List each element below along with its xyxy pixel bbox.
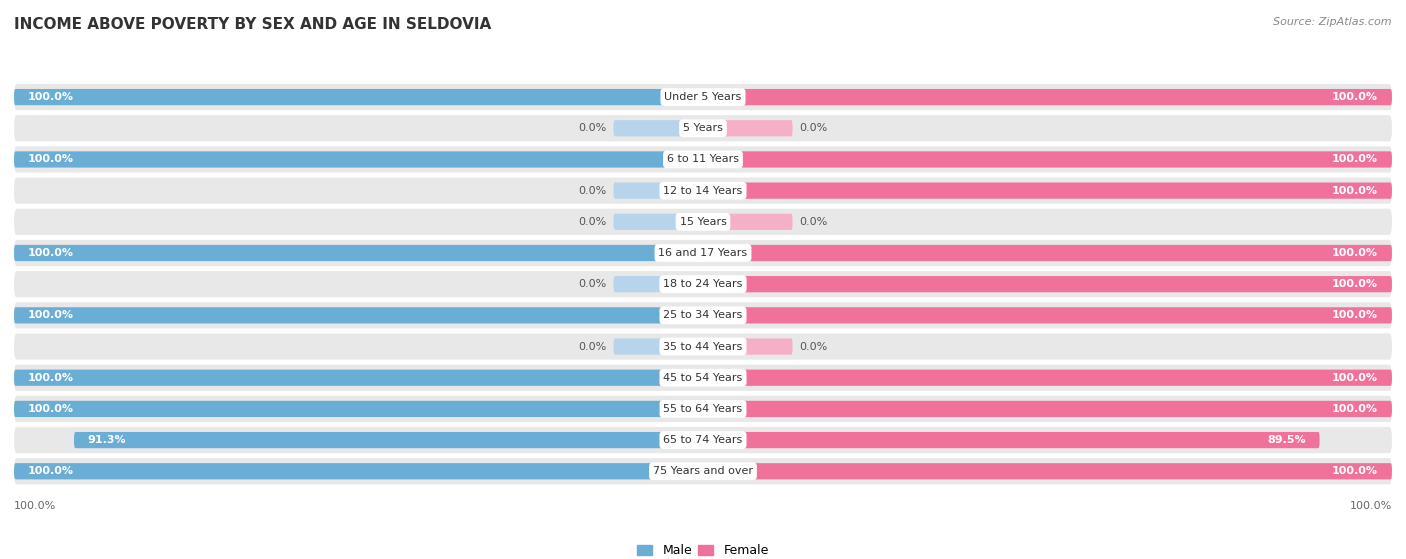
Text: 15 Years: 15 Years (679, 217, 727, 227)
FancyBboxPatch shape (613, 182, 703, 199)
FancyBboxPatch shape (14, 151, 703, 168)
Text: 100.0%: 100.0% (28, 373, 75, 383)
Text: 0.0%: 0.0% (800, 342, 828, 352)
Text: 100.0%: 100.0% (1331, 154, 1378, 164)
FancyBboxPatch shape (613, 338, 703, 354)
Text: 100.0%: 100.0% (1331, 373, 1378, 383)
FancyBboxPatch shape (703, 182, 1392, 199)
Text: 91.3%: 91.3% (87, 435, 127, 445)
Text: 45 to 54 Years: 45 to 54 Years (664, 373, 742, 383)
Text: 0.0%: 0.0% (578, 124, 606, 133)
Text: 100.0%: 100.0% (28, 466, 75, 476)
Text: INCOME ABOVE POVERTY BY SEX AND AGE IN SELDOVIA: INCOME ABOVE POVERTY BY SEX AND AGE IN S… (14, 17, 491, 32)
FancyBboxPatch shape (14, 89, 703, 105)
FancyBboxPatch shape (703, 89, 1392, 105)
Text: 100.0%: 100.0% (28, 248, 75, 258)
FancyBboxPatch shape (703, 151, 1392, 168)
FancyBboxPatch shape (14, 245, 703, 261)
Text: 100.0%: 100.0% (1331, 310, 1378, 320)
FancyBboxPatch shape (703, 120, 793, 136)
FancyBboxPatch shape (613, 276, 703, 292)
Text: 100.0%: 100.0% (14, 500, 56, 510)
Text: 6 to 11 Years: 6 to 11 Years (666, 154, 740, 164)
Text: 100.0%: 100.0% (1350, 500, 1392, 510)
Text: 0.0%: 0.0% (578, 186, 606, 196)
FancyBboxPatch shape (14, 178, 1392, 203)
FancyBboxPatch shape (14, 115, 1392, 141)
Text: 55 to 64 Years: 55 to 64 Years (664, 404, 742, 414)
FancyBboxPatch shape (14, 271, 1392, 297)
Text: 100.0%: 100.0% (28, 92, 75, 102)
FancyBboxPatch shape (703, 245, 1392, 261)
FancyBboxPatch shape (14, 401, 703, 417)
FancyBboxPatch shape (14, 364, 1392, 391)
Text: 0.0%: 0.0% (578, 342, 606, 352)
FancyBboxPatch shape (703, 338, 793, 354)
FancyBboxPatch shape (14, 396, 1392, 422)
FancyBboxPatch shape (14, 302, 1392, 329)
FancyBboxPatch shape (14, 146, 1392, 173)
FancyBboxPatch shape (14, 240, 1392, 266)
Text: 35 to 44 Years: 35 to 44 Years (664, 342, 742, 352)
Text: 0.0%: 0.0% (578, 217, 606, 227)
Text: 0.0%: 0.0% (578, 279, 606, 289)
FancyBboxPatch shape (75, 432, 703, 448)
FancyBboxPatch shape (613, 120, 703, 136)
FancyBboxPatch shape (703, 432, 1320, 448)
Text: 25 to 34 Years: 25 to 34 Years (664, 310, 742, 320)
FancyBboxPatch shape (14, 307, 703, 324)
Text: 0.0%: 0.0% (800, 124, 828, 133)
FancyBboxPatch shape (14, 84, 1392, 110)
Text: 100.0%: 100.0% (28, 404, 75, 414)
FancyBboxPatch shape (703, 307, 1392, 324)
Text: 5 Years: 5 Years (683, 124, 723, 133)
Text: 100.0%: 100.0% (1331, 186, 1378, 196)
FancyBboxPatch shape (703, 276, 1392, 292)
FancyBboxPatch shape (703, 401, 1392, 417)
Text: 100.0%: 100.0% (28, 154, 75, 164)
Text: 100.0%: 100.0% (1331, 248, 1378, 258)
FancyBboxPatch shape (703, 214, 793, 230)
Text: 100.0%: 100.0% (1331, 404, 1378, 414)
FancyBboxPatch shape (613, 214, 703, 230)
FancyBboxPatch shape (14, 369, 703, 386)
FancyBboxPatch shape (14, 463, 703, 480)
Text: 89.5%: 89.5% (1267, 435, 1306, 445)
FancyBboxPatch shape (703, 369, 1392, 386)
FancyBboxPatch shape (703, 463, 1392, 480)
Text: 75 Years and over: 75 Years and over (652, 466, 754, 476)
Text: Under 5 Years: Under 5 Years (665, 92, 741, 102)
Text: 100.0%: 100.0% (28, 310, 75, 320)
Text: 100.0%: 100.0% (1331, 92, 1378, 102)
Text: 65 to 74 Years: 65 to 74 Years (664, 435, 742, 445)
FancyBboxPatch shape (14, 209, 1392, 235)
Text: 16 and 17 Years: 16 and 17 Years (658, 248, 748, 258)
Legend: Male, Female: Male, Female (633, 539, 773, 559)
Text: 100.0%: 100.0% (1331, 466, 1378, 476)
Text: 100.0%: 100.0% (1331, 279, 1378, 289)
Text: 12 to 14 Years: 12 to 14 Years (664, 186, 742, 196)
Text: 0.0%: 0.0% (800, 217, 828, 227)
Text: 18 to 24 Years: 18 to 24 Years (664, 279, 742, 289)
FancyBboxPatch shape (14, 334, 1392, 359)
FancyBboxPatch shape (14, 458, 1392, 484)
Text: Source: ZipAtlas.com: Source: ZipAtlas.com (1274, 17, 1392, 27)
FancyBboxPatch shape (14, 427, 1392, 453)
